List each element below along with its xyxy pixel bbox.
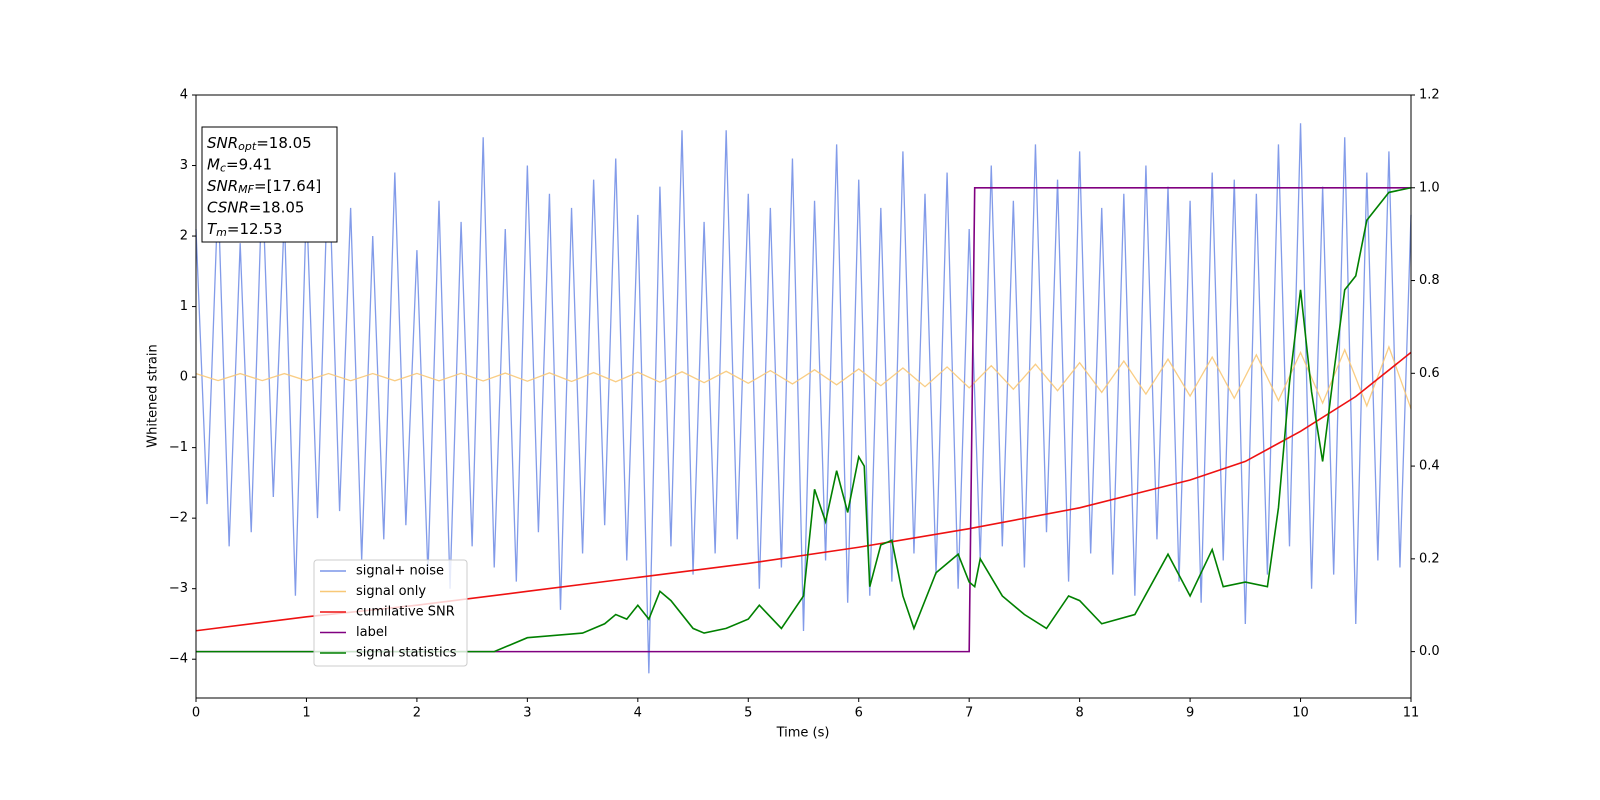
annotation: Tm=12.53: [207, 220, 282, 240]
y-axis-label: Whitened strain: [146, 344, 161, 447]
annotation-value: =[17.64]: [254, 177, 321, 195]
annotation: CSNR=18.05: [207, 198, 304, 216]
annotation-value: =9.41: [226, 155, 272, 173]
y2-tick-label: 0.6: [1419, 366, 1440, 381]
annotation-value: =12.53: [227, 220, 283, 238]
axes-frame: [195, 94, 1412, 699]
annotation-symbol: T: [207, 220, 218, 238]
annotation-value: =18.05: [256, 134, 312, 152]
annotation-box: SNRopt=18.05Mc=9.41SNRMF=[17.64]CSNR=18.…: [201, 126, 338, 243]
y2-tick-label: 1.0: [1419, 180, 1440, 195]
series-line: [196, 186, 1411, 653]
legend: signal+ noise signal only cumilative SNR la…: [313, 559, 468, 667]
annotation-subscript: opt: [238, 140, 257, 153]
x-tick-label: 5: [744, 706, 752, 721]
y2-tick-label: 0.4: [1419, 459, 1440, 474]
y2-tick-label: 0.8: [1419, 273, 1440, 288]
series-line: [195, 344, 1412, 410]
legend-label: signal+ noise: [356, 564, 444, 579]
annotation-subscript: MF: [238, 183, 254, 196]
y-tick-label: 1: [180, 299, 188, 314]
y-tick-label: −2: [169, 511, 188, 526]
annotation: SNRopt=18.05: [207, 134, 312, 154]
x-axis-label: Time (s): [776, 726, 830, 741]
y-tick-label: 4: [180, 88, 188, 103]
y-tick-label: −1: [169, 440, 188, 455]
y-tick-label: 2: [180, 229, 188, 244]
legend-frame: [313, 559, 468, 667]
x-tick-label: 1: [302, 706, 310, 721]
y-tick-label: 3: [180, 158, 188, 173]
x-tick-label: 2: [413, 706, 421, 721]
x-tick-label: 9: [1186, 706, 1194, 721]
x-tick-label: 6: [855, 706, 863, 721]
y-tick-label: −3: [169, 581, 188, 596]
y-tick-label: 0: [180, 370, 188, 385]
x-tick-label: 7: [965, 706, 973, 721]
annotation-subscript: m: [216, 226, 227, 239]
legend-label: signal statistics: [356, 646, 457, 661]
annotation-value: =18.05: [249, 198, 305, 216]
annotation-symbol: SNR: [207, 134, 238, 152]
annotation-symbol: CSNR: [207, 198, 249, 216]
series-line: [195, 123, 1412, 674]
y2-tick-label: 0.2: [1419, 551, 1440, 566]
y2-tick-label: 1.2: [1419, 88, 1440, 103]
x-tick-label: 4: [634, 706, 642, 721]
y-tick-label: −4: [169, 652, 188, 667]
legend-label: label: [356, 625, 387, 640]
legend-label: signal only: [356, 584, 426, 599]
annotation-subscript: c: [220, 162, 226, 175]
y2-tick-label: 0.0: [1419, 644, 1440, 659]
annotation: SNRMF=[17.64]: [207, 177, 321, 197]
annotation-frame: [201, 126, 338, 243]
x-tick-label: 8: [1075, 706, 1083, 721]
x-tick-label: 3: [523, 706, 531, 721]
annotation-symbol: SNR: [207, 177, 238, 195]
x-tick-label: 11: [1403, 706, 1420, 721]
annotation: Mc=9.41: [207, 155, 272, 175]
x-tick-label: 10: [1292, 706, 1309, 721]
x-tick-label: 0: [192, 706, 200, 721]
series-line: [196, 186, 1412, 653]
legend-label: cumilative SNR: [356, 605, 455, 620]
annotation-symbol: M: [207, 155, 220, 173]
